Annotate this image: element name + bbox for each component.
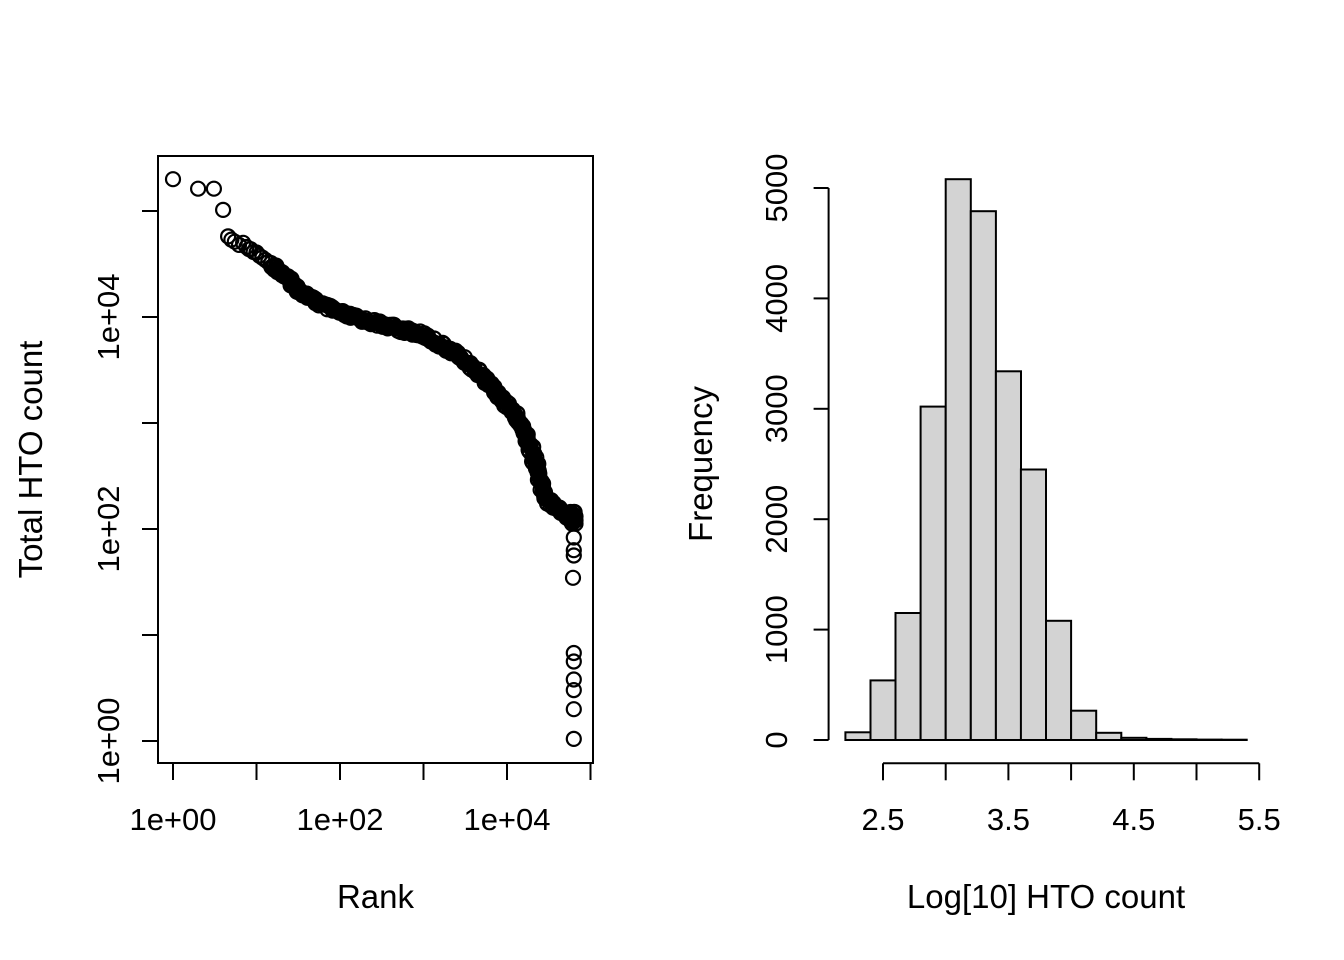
histogram-bar (944, 178, 972, 741)
data-point (565, 644, 582, 662)
y-axis-label: Total HTO count (12, 341, 49, 579)
histogram-bar (969, 210, 997, 741)
histogram-bar (919, 405, 947, 741)
histogram-bar (1045, 619, 1073, 741)
data-point (565, 681, 582, 699)
data-point (215, 201, 232, 218)
histogram-bar (1120, 736, 1148, 741)
data-point (205, 180, 222, 197)
y-axis-label: Frequency (682, 386, 719, 542)
histogram-bar (1170, 738, 1198, 741)
rank-plot-points (164, 171, 584, 748)
plot-box (157, 155, 594, 764)
y-tick-label: 1e+00 (91, 697, 126, 784)
x-axis-label: Log[10] HTO count (907, 878, 1185, 915)
y-tick-label: 1e+02 (91, 485, 126, 572)
y-tick-label: 5000 (759, 154, 794, 223)
y-tick-label: 4000 (759, 264, 794, 333)
rank-plot: 1e+00 1e+02 1e+04 1e+00 1e+02 1e+04 Rank Total … (12, 155, 594, 915)
histogram-bar (894, 612, 922, 741)
x-tick-label: 5.5 (1238, 802, 1281, 837)
data-point (565, 529, 582, 546)
y-tick-label: 0 (759, 731, 794, 748)
histogram-bar (1070, 709, 1098, 742)
data-point (565, 503, 582, 521)
histogram-bar (1095, 731, 1123, 741)
histogram-bar (1145, 737, 1173, 742)
y-tick-label: 2000 (759, 485, 794, 554)
histogram-bars (844, 178, 1248, 742)
x-axis-label: Rank (337, 878, 415, 915)
data-point (565, 547, 582, 564)
histogram-bar (844, 731, 872, 741)
x-tick-label: 1e+04 (463, 802, 550, 837)
data-point (565, 671, 582, 688)
data-point (565, 730, 582, 748)
y-tick-label: 1e+04 (91, 273, 126, 360)
histogram-bar (869, 679, 897, 742)
y-tick-label: 3000 (759, 374, 794, 443)
data-point (164, 171, 182, 188)
data-point (565, 653, 582, 670)
data-point (565, 701, 582, 718)
data-point (565, 542, 582, 559)
x-tick-label: 1e+00 (129, 802, 216, 837)
x-tick-label: 3.5 (987, 802, 1030, 837)
histogram-bar (994, 370, 1023, 741)
data-point (564, 569, 582, 586)
x-tick-label: 1e+02 (296, 802, 383, 837)
histogram: 2.5 3.5 4.5 5.5 0 1000 2000 3000 4000 5000 Log[10]… (682, 154, 1281, 915)
x-tick-label: 4.5 (1112, 802, 1155, 837)
y-tick-label: 1000 (759, 595, 794, 664)
data-point (190, 180, 207, 197)
histogram-bar (1019, 468, 1048, 741)
x-tick-label: 2.5 (861, 802, 904, 837)
